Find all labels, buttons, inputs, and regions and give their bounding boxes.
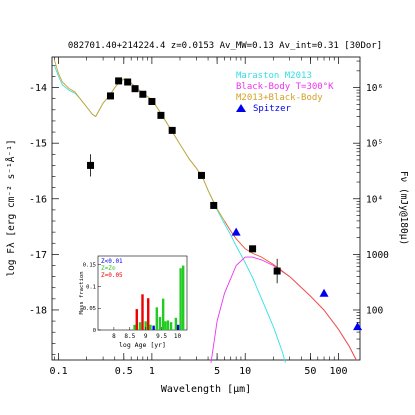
inset-bar bbox=[155, 307, 159, 330]
inset-bar bbox=[135, 309, 138, 330]
x-axis-label: Wavelength [μm] bbox=[161, 384, 251, 395]
right-axis-label: Fν (mJy@180μ) bbox=[398, 171, 409, 245]
observed-point bbox=[131, 85, 139, 93]
observed-point bbox=[87, 161, 95, 169]
inset-x-label: log Age [yr] bbox=[119, 341, 166, 349]
y-tick-label: -16 bbox=[29, 194, 47, 205]
inset-bar bbox=[141, 294, 144, 330]
data-points bbox=[87, 77, 363, 331]
inset-bar bbox=[152, 325, 155, 330]
x-tick-label: 100 bbox=[329, 366, 347, 377]
right-tick-label: 100 bbox=[366, 305, 383, 316]
combined-curve bbox=[53, 59, 225, 222]
y-tick-label: -15 bbox=[29, 139, 47, 150]
blackbody-curve bbox=[210, 256, 357, 363]
observed-point bbox=[210, 201, 218, 209]
inset-legend-label: Z=Z⊙ bbox=[101, 265, 116, 272]
observed-point bbox=[106, 92, 114, 100]
legend-spitzer-marker bbox=[236, 104, 246, 112]
y-tick-label: -17 bbox=[29, 250, 47, 261]
inset-bar bbox=[179, 268, 182, 330]
inset-bar bbox=[174, 317, 178, 330]
inset-y-tick-label: 0.15 bbox=[83, 263, 96, 269]
inset-bar bbox=[138, 322, 142, 330]
spitzer-point bbox=[319, 288, 329, 297]
inset-bar bbox=[176, 324, 180, 330]
plot-frame bbox=[51, 56, 361, 361]
inset-y-tick-label: 0.1 bbox=[86, 284, 96, 290]
observed-point bbox=[148, 97, 156, 105]
x-tick-label: 10 bbox=[239, 366, 251, 377]
inset-bar bbox=[166, 320, 170, 330]
observed-point bbox=[157, 111, 165, 119]
observed-point bbox=[115, 77, 123, 85]
right-tick-label: 10⁵ bbox=[366, 139, 383, 150]
inset-bar bbox=[161, 298, 165, 330]
inset-bar bbox=[147, 298, 150, 330]
x-tick-label: 0.1 bbox=[50, 366, 68, 377]
inset-y-tick-label: 0 bbox=[93, 328, 96, 334]
x-tick-label: 1 bbox=[149, 366, 155, 377]
inset-bar bbox=[158, 316, 162, 330]
inset-bar bbox=[181, 265, 185, 330]
spitzer-point bbox=[231, 227, 241, 236]
spitzer-point bbox=[353, 322, 363, 331]
observed-point bbox=[139, 90, 147, 98]
inset-x-tick-label: 8 bbox=[112, 333, 116, 340]
inset-bar bbox=[144, 321, 147, 330]
inset-legend-label: Z=0.05 bbox=[101, 272, 123, 279]
inset-x-tick-label: 10 bbox=[174, 333, 182, 340]
inset-bar bbox=[149, 324, 152, 330]
observed-point bbox=[124, 78, 132, 86]
observed-point bbox=[168, 126, 176, 134]
inset-legend-label: Z<0.01 bbox=[101, 258, 123, 265]
x-tick-label: 50 bbox=[304, 366, 316, 377]
combined-curve-ir bbox=[224, 220, 357, 361]
y-tick-label: -18 bbox=[29, 305, 47, 316]
inset-y-label: Mass fraction bbox=[79, 271, 85, 314]
y-tick-label: -14 bbox=[29, 83, 47, 94]
observed-point bbox=[197, 171, 205, 179]
legend-label: Maraston M2013 bbox=[236, 71, 312, 81]
inset-histogram: 8 8.5 9 9.5 10 0 0.05 0.1 0.15 Z<0.01Z=Z⊙Z=0.05 lo… bbox=[79, 255, 188, 349]
inset-x-tick-label: 8.5 bbox=[124, 333, 135, 340]
x-tick-label: 0.5 bbox=[115, 366, 133, 377]
right-tick-label: 1000 bbox=[366, 250, 389, 261]
right-tick-label: 10⁶ bbox=[366, 83, 383, 94]
inset-bar bbox=[164, 321, 167, 330]
inset-bar bbox=[169, 322, 173, 330]
inset-bar bbox=[133, 324, 136, 330]
inset-y-tick-label: 0.05 bbox=[83, 306, 96, 312]
right-tick-label: 10⁴ bbox=[366, 194, 383, 205]
inset-x-tick-label: 9.5 bbox=[156, 333, 167, 340]
chart-title: 082701.40+214224.4 z=0.0153 Av_MW=0.13 A… bbox=[68, 41, 382, 51]
legend-label: Black-Body T=300°K bbox=[236, 82, 334, 92]
axes-group: 0.1 0.5 1 5 10 50 100-14-15-16-17-1810⁶10⁵10⁴1… bbox=[29, 57, 389, 377]
x-tick-label: 5 bbox=[214, 366, 220, 377]
observed-point bbox=[249, 245, 257, 253]
legend-label: M2013+Black-Body bbox=[236, 93, 323, 103]
y-axis-label: log Fλ [erg cm⁻² s⁻¹Å⁻¹] bbox=[5, 139, 17, 276]
inset-x-tick-label: 9 bbox=[144, 333, 148, 340]
legend-label: Spitzer bbox=[253, 104, 292, 114]
observed-point bbox=[273, 267, 281, 275]
